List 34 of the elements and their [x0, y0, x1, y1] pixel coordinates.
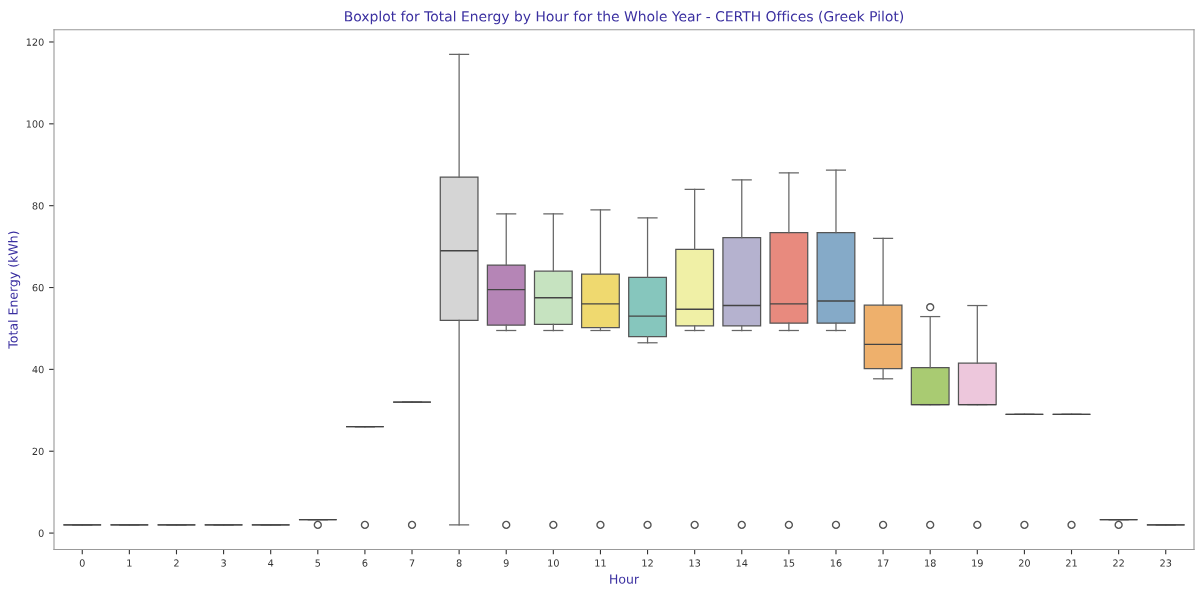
y-tick-label: 0 [38, 529, 44, 537]
x-tick-label: 1 [127, 559, 132, 567]
y-axis-title: Total Energy (kWh) [8, 231, 21, 349]
x-tick-label: 22 [1113, 559, 1124, 567]
y-tick-label: 120 [26, 38, 44, 46]
x-tick-label: 21 [1066, 559, 1077, 567]
x-tick-label: 16 [830, 559, 842, 567]
x-tick-label: 10 [548, 559, 559, 567]
x-tick-label: 12 [642, 559, 653, 567]
x-tick-label: 19 [972, 559, 983, 567]
x-tick-label: 20 [1018, 559, 1030, 567]
x-tick-label: 23 [1160, 559, 1172, 567]
x-tick-label: 0 [79, 559, 85, 567]
chart-title: Boxplot for Total Energy by Hour for the Whole Year - CERTH Offices (Greek Pilot) [345, 10, 904, 25]
y-tick-label: 100 [26, 120, 44, 128]
x-tick-label: 4 [268, 559, 274, 567]
x-tick-label: 3 [221, 559, 226, 567]
y-tick-label: 20 [32, 447, 44, 456]
x-tick-label: 2 [174, 559, 179, 567]
x-tick-label: 11 [595, 559, 606, 567]
x-tick-label: 17 [877, 559, 889, 567]
x-tick-label: 14 [736, 559, 748, 567]
x-tick-label: 5 [315, 559, 321, 567]
x-tick-label: 13 [689, 559, 701, 567]
x-tick-label: 18 [925, 559, 936, 567]
y-tick-label: 80 [32, 202, 44, 210]
y-tick-label: 60 [32, 284, 44, 292]
x-tick-label: 7 [409, 559, 415, 567]
x-tick-label: 15 [783, 559, 795, 567]
x-axis-title: Hour [610, 574, 640, 584]
x-tick-label: 6 [362, 559, 368, 567]
y-tick-label: 40 [32, 365, 44, 374]
x-tick-label: 9 [503, 559, 509, 567]
x-tick-label: 8 [456, 559, 462, 567]
